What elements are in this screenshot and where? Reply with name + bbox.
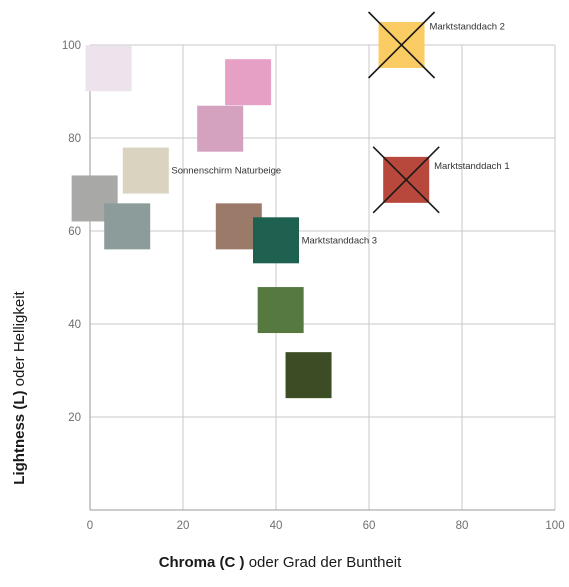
- y-axis-title: Lightness (L) oder Helligkeit: [11, 290, 28, 484]
- y-axis-title-bold: Lightness (L): [11, 391, 28, 485]
- color-swatch-point: [257, 287, 304, 334]
- color-swatch-point: [285, 352, 332, 399]
- color-swatch-point: [253, 217, 299, 264]
- point-annotation: Marktstanddach 2: [429, 21, 505, 32]
- color-swatch-point: [104, 203, 151, 250]
- annotations: Sonnenschirm Naturbeige Marktstanddach 3 M…: [171, 21, 509, 246]
- grid: [89, 44, 556, 511]
- x-axis-title-rest: oder Grad der Buntheit: [245, 554, 403, 571]
- point-annotation: Marktstanddach 1: [434, 161, 510, 172]
- color-swatch-point: [197, 105, 244, 152]
- y-axis-ticks: 20 40 60 80 100: [62, 40, 81, 424]
- y-tick-label: 60: [68, 226, 81, 238]
- x-tick-label: 80: [456, 520, 469, 532]
- cross-line: [367, 11, 436, 79]
- x-axis-title-bold: Chroma (C ): [159, 554, 245, 571]
- x-tick-label: 0: [87, 520, 93, 532]
- x-tick-label: 20: [177, 520, 190, 532]
- y-axis-title-rest: oder Helligkeit: [11, 290, 28, 390]
- x-tick-label: 60: [363, 520, 376, 532]
- y-tick-label: 100: [62, 40, 81, 52]
- y-tick-label: 80: [68, 133, 81, 145]
- x-axis-ticks: 0 20 40 60 80 100: [87, 520, 565, 532]
- x-tick-label: 100: [545, 520, 564, 532]
- color-swatch-point: [122, 147, 169, 194]
- y-tick-label: 40: [68, 319, 81, 331]
- cross-line: [372, 146, 440, 214]
- cross-marks: [367, 11, 440, 214]
- color-swatch-point: [225, 59, 272, 106]
- color-swatch-point: [85, 45, 132, 92]
- x-tick-label: 40: [270, 520, 283, 532]
- point-annotation: Sonnenschirm Naturbeige: [171, 166, 281, 177]
- y-tick-label: 20: [68, 412, 81, 424]
- point-annotation: Marktstanddach 3: [302, 235, 378, 246]
- x-axis-title: Chroma (C ) oder Grad der Buntheit: [159, 554, 402, 571]
